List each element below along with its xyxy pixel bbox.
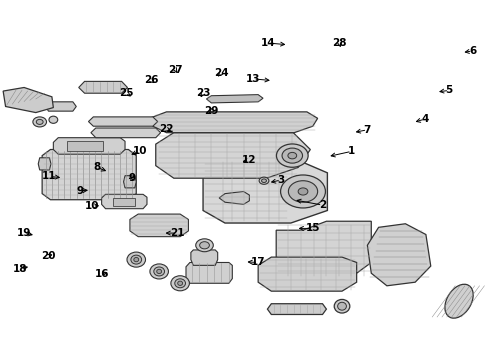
Polygon shape (267, 304, 326, 315)
Ellipse shape (170, 276, 189, 291)
Ellipse shape (337, 302, 346, 310)
Polygon shape (42, 149, 136, 200)
Polygon shape (88, 117, 158, 126)
Text: 21: 21 (170, 228, 184, 238)
Polygon shape (190, 250, 217, 265)
Polygon shape (45, 102, 76, 111)
Text: 9: 9 (128, 173, 136, 183)
Polygon shape (130, 214, 188, 237)
Text: 9: 9 (76, 186, 83, 196)
Ellipse shape (49, 116, 58, 123)
Polygon shape (149, 112, 317, 133)
Text: 10: 10 (85, 201, 100, 211)
Text: 20: 20 (41, 251, 56, 261)
Polygon shape (3, 87, 53, 113)
Text: 10: 10 (132, 146, 146, 156)
Text: 29: 29 (203, 106, 218, 116)
Ellipse shape (174, 279, 185, 288)
Text: 1: 1 (347, 146, 355, 156)
Text: 28: 28 (332, 38, 346, 48)
Text: 12: 12 (242, 155, 256, 165)
Text: 27: 27 (167, 64, 182, 75)
Ellipse shape (177, 281, 182, 285)
Polygon shape (366, 224, 430, 286)
Text: 25: 25 (119, 88, 134, 98)
Ellipse shape (298, 188, 307, 195)
Text: 3: 3 (277, 175, 284, 185)
Polygon shape (102, 194, 147, 209)
Text: 15: 15 (305, 224, 319, 233)
Text: 23: 23 (195, 88, 210, 98)
Ellipse shape (154, 267, 164, 276)
Ellipse shape (276, 144, 307, 167)
Ellipse shape (280, 175, 325, 208)
Ellipse shape (150, 264, 168, 279)
Text: 18: 18 (13, 264, 27, 274)
Ellipse shape (259, 177, 268, 184)
Ellipse shape (287, 152, 296, 159)
Ellipse shape (157, 269, 161, 274)
Text: 19: 19 (17, 228, 31, 238)
Ellipse shape (288, 181, 317, 202)
Polygon shape (123, 176, 136, 188)
Ellipse shape (333, 300, 349, 313)
Polygon shape (276, 221, 370, 277)
Text: 6: 6 (468, 46, 475, 56)
Text: 2: 2 (318, 200, 325, 210)
Polygon shape (38, 158, 51, 170)
Bar (66, 141, 103, 151)
Ellipse shape (131, 255, 142, 264)
Polygon shape (185, 262, 232, 283)
Ellipse shape (33, 117, 46, 127)
Ellipse shape (282, 148, 302, 163)
Text: 17: 17 (250, 257, 265, 267)
Polygon shape (53, 138, 125, 154)
Text: 26: 26 (143, 75, 158, 85)
Text: 4: 4 (420, 114, 427, 124)
Text: 11: 11 (42, 171, 57, 181)
Text: 7: 7 (363, 125, 370, 135)
Text: 13: 13 (245, 74, 260, 84)
Ellipse shape (127, 252, 145, 267)
Ellipse shape (261, 179, 266, 183)
Polygon shape (156, 133, 310, 178)
Polygon shape (219, 192, 249, 204)
Text: 5: 5 (445, 85, 452, 95)
Ellipse shape (134, 257, 139, 262)
Bar (113, 198, 135, 206)
Ellipse shape (444, 284, 472, 318)
Text: 14: 14 (260, 38, 275, 48)
Ellipse shape (199, 242, 209, 249)
Text: 24: 24 (213, 68, 228, 78)
Polygon shape (258, 257, 356, 291)
Polygon shape (91, 128, 160, 138)
Polygon shape (206, 95, 263, 103)
Ellipse shape (36, 120, 43, 125)
Ellipse shape (195, 239, 213, 252)
Text: 16: 16 (95, 269, 109, 279)
Text: 22: 22 (159, 124, 173, 134)
Text: 8: 8 (93, 162, 101, 172)
Polygon shape (79, 81, 127, 93)
Polygon shape (203, 160, 327, 223)
